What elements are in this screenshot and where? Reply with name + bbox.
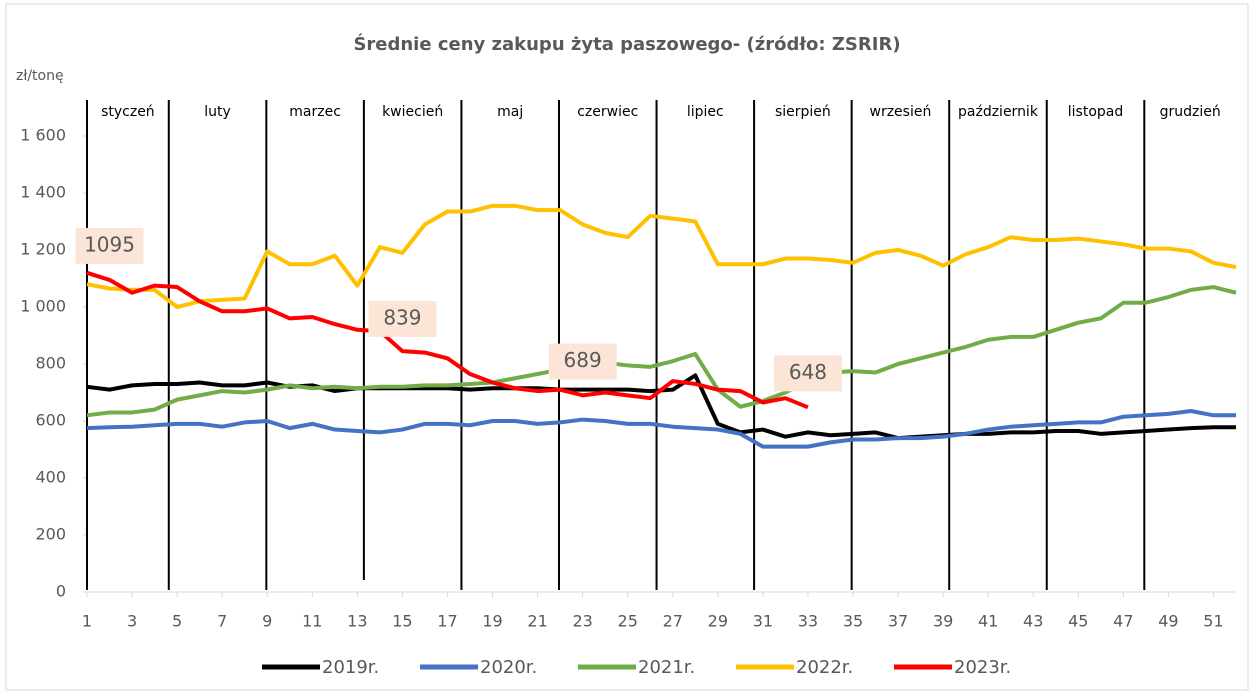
x-tick-label: 31 — [753, 612, 773, 631]
legend-label: 2019r. — [322, 657, 379, 678]
y-tick-label: 200 — [35, 525, 66, 544]
x-tick-label: 13 — [347, 612, 367, 631]
month-label: lipiec — [687, 104, 724, 120]
y-axis-label: zł/tonę — [16, 68, 64, 84]
annotation: 689 — [564, 348, 602, 372]
x-tick-label: 51 — [1203, 612, 1223, 631]
month-label: maj — [497, 104, 523, 120]
x-tick-label: 23 — [572, 612, 592, 631]
legend-label: 2023r. — [954, 657, 1011, 678]
chart-title: Średnie ceny zakupu żyta paszowego- (źró… — [353, 33, 900, 55]
y-tick-label: 400 — [35, 468, 66, 487]
month-label: październik — [958, 104, 1039, 120]
month-label: marzec — [289, 104, 341, 120]
x-tick-label: 27 — [663, 612, 683, 631]
x-tick-label: 9 — [262, 612, 272, 631]
x-tick-label: 3 — [127, 612, 137, 631]
y-tick-label: 1 400 — [20, 183, 66, 202]
x-tick-label: 1 — [82, 612, 92, 631]
annotation-box — [368, 300, 437, 337]
annotation: 648 — [789, 360, 827, 384]
y-tick-label: 1 200 — [20, 240, 66, 259]
x-tick-label: 41 — [978, 612, 998, 631]
month-label: wrzesień — [870, 104, 932, 120]
y-tick-label: 800 — [35, 354, 66, 373]
x-tick-label: 33 — [798, 612, 818, 631]
y-tick-label: 1 600 — [20, 126, 66, 145]
month-label: sierpień — [775, 104, 831, 120]
y-tick-label: 600 — [35, 411, 66, 430]
month-label: czerwiec — [577, 104, 638, 120]
series-line — [86, 203, 1237, 309]
series-line — [86, 285, 1237, 418]
month-label: luty — [204, 104, 231, 120]
legend-label: 2021r. — [638, 657, 695, 678]
x-tick-label: 17 — [437, 612, 457, 631]
x-tick-label: 35 — [843, 612, 863, 631]
x-tick-label: 39 — [933, 612, 953, 631]
month-label: listopad — [1068, 104, 1123, 120]
x-tick-label: 7 — [217, 612, 227, 631]
month-label: grudzień — [1160, 104, 1221, 120]
series-line — [86, 270, 809, 410]
annotation-box — [548, 343, 617, 380]
annotation-box — [75, 227, 144, 264]
x-tick-label: 29 — [708, 612, 728, 631]
y-tick-label: 0 — [56, 582, 66, 601]
legend-label: 2020r. — [480, 657, 537, 678]
x-tick-label: 25 — [618, 612, 638, 631]
month-label: styczeń — [101, 104, 155, 120]
x-tick-label: 49 — [1158, 612, 1178, 631]
annotation: 839 — [383, 305, 421, 329]
legend-label: 2022r. — [796, 657, 853, 678]
x-tick-label: 43 — [1023, 612, 1043, 631]
series-line — [86, 409, 1236, 449]
frame — [5, 3, 1249, 691]
x-tick-label: 47 — [1113, 612, 1133, 631]
x-tick-label: 21 — [527, 612, 547, 631]
x-tick-label: 15 — [392, 612, 412, 631]
annotation-box — [773, 355, 842, 392]
x-tick-label: 5 — [172, 612, 182, 631]
x-tick-label: 37 — [888, 612, 908, 631]
x-tick-label: 11 — [302, 612, 322, 631]
month-label: kwiecień — [382, 104, 443, 120]
x-tick-label: 45 — [1068, 612, 1088, 631]
annotation: 1095 — [84, 232, 135, 256]
x-tick-label: 19 — [482, 612, 502, 631]
y-tick-label: 1 000 — [20, 297, 66, 316]
